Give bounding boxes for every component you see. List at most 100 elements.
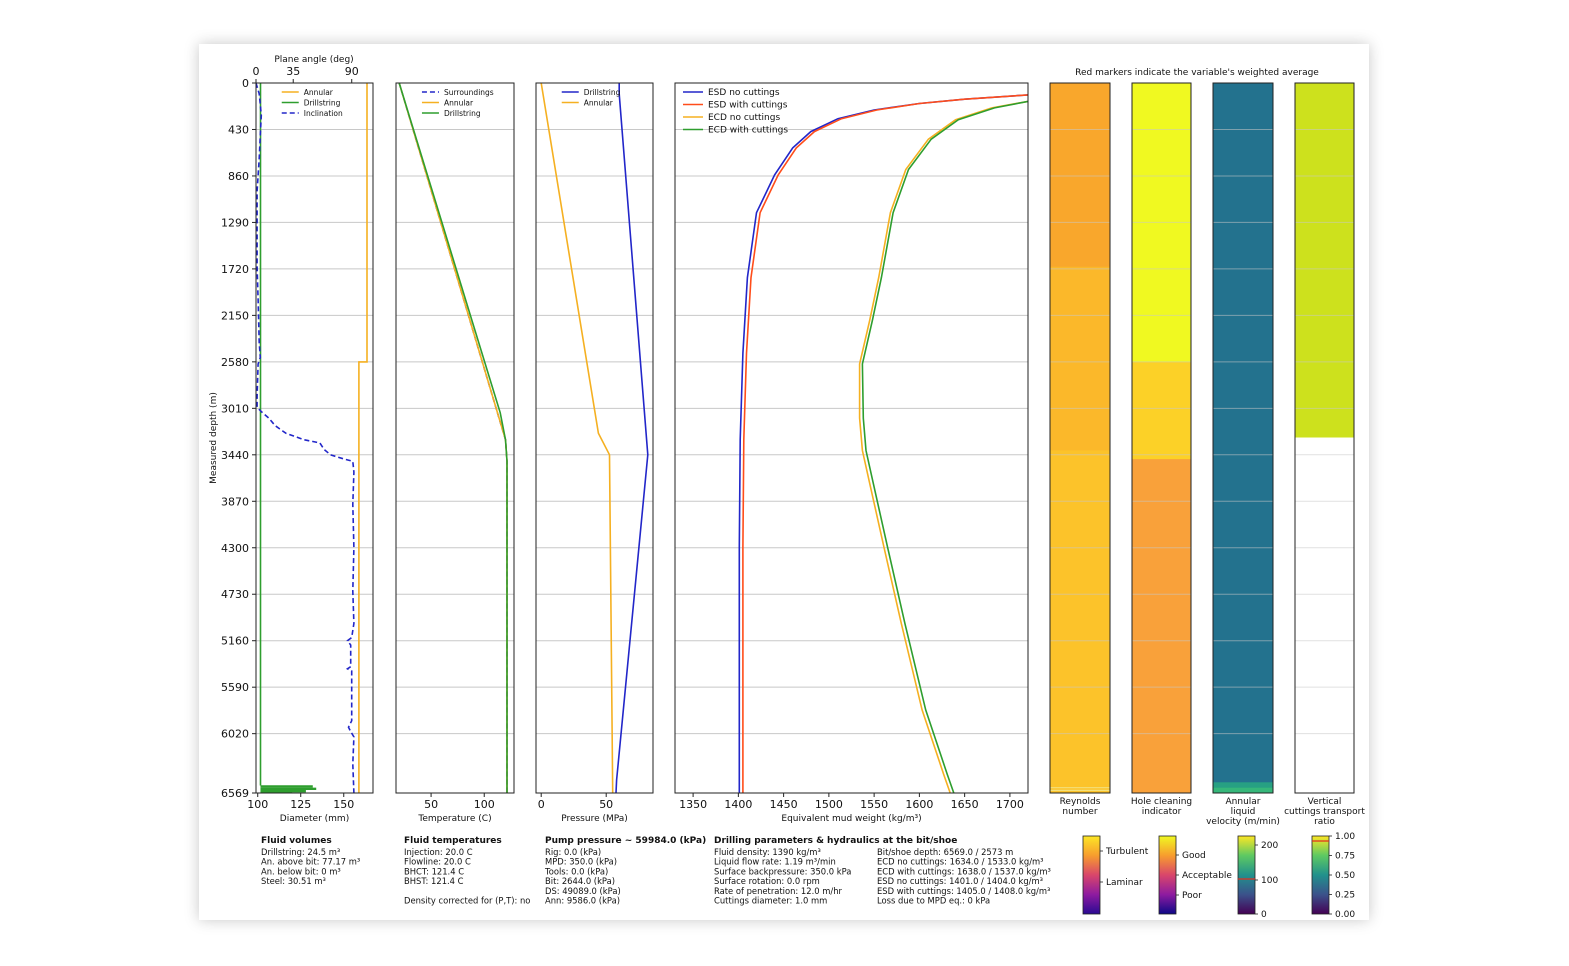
depth-tick-label: 3440: [221, 449, 249, 462]
fluid-temperatures-block-line: BHST: 121.4 C: [404, 876, 464, 886]
strip-segment: [1132, 361, 1191, 460]
strip-segment: [1050, 83, 1110, 268]
drilling-param-line: ESD no cuttings: 1401.0 / 1404.0 kg/m³: [877, 876, 1043, 886]
series-line-surroundings: [398, 83, 508, 793]
fluid-temperatures-block-line: Flowline: 20.0 C: [404, 857, 471, 867]
pressure-panel: 0 50 Pressure (MPa) Drillstring Annular: [535, 82, 654, 824]
pressure-frame: [535, 82, 654, 794]
hole-cleaning-colorbar: [1158, 835, 1177, 915]
strip-label: Reynolds number: [1060, 797, 1101, 817]
legend-label: Drillstring: [304, 99, 341, 108]
depth-tick-label: 6020: [221, 728, 249, 741]
mud-weight-panel: 1350 1400 1450 1500 1550 1600 1650 1700 Equivale…: [674, 82, 1029, 824]
drilling-param-line: ECD with cuttings: 1638.0 / 1537.0 kg/m³: [877, 866, 1051, 876]
pump-pressure-block-line: MPD: 350.0 (kPa): [545, 857, 617, 867]
mud-weight-legend: ESD no cuttings ESD with cuttings ECD no c…: [683, 88, 788, 136]
x-tick-label: 1650: [951, 798, 979, 811]
reynolds-colorbar: [1082, 835, 1101, 915]
strip-label-line: Vertical: [1308, 797, 1342, 807]
strip-label-line: indicator: [1142, 807, 1182, 817]
geometry-series-group: [256, 83, 368, 793]
fluid-temperatures-block-line: Density corrected for (P,T): no: [404, 896, 530, 906]
legend-label: ESD no cuttings: [708, 88, 780, 98]
strip-segment: [1295, 83, 1354, 439]
strip-segment: [1213, 83, 1273, 783]
transport-ratio-frame: [1294, 82, 1355, 794]
top-tick-label: 90: [345, 65, 359, 78]
weighted-average-note: Red markers indicate the variable's weig…: [1075, 68, 1319, 78]
strip-label-line: number: [1062, 807, 1097, 817]
depth-tick-label: 6569: [221, 787, 249, 800]
x-tick-label: 1500: [815, 798, 843, 811]
drilling-param-line: Surface rotation: 0.0 rpm: [714, 876, 820, 886]
x-tick-label: 1550: [860, 798, 888, 811]
fluid-volumes-block-line: Steel: 30.51 m³: [261, 876, 326, 886]
temperature-frame: [395, 82, 515, 794]
depth-tick-label: 2580: [221, 356, 249, 369]
series-line-ecd-no-cuttings: [858, 100, 1028, 793]
x-tick-label: 0: [538, 798, 545, 811]
hole-cleaning-frame: [1131, 82, 1192, 794]
colorbar-label: Acceptable: [1182, 871, 1232, 881]
series-line-annular: [358, 83, 368, 793]
drilling-param-line: Rate of penetration: 12.0 m/hr: [714, 886, 843, 896]
series-line-drillstring: [398, 83, 508, 793]
strip-segment: [1213, 787, 1273, 794]
strip-segment: [1050, 450, 1110, 794]
strip-label: Annular liquid velocity (m/min): [1206, 797, 1280, 827]
pump-pressure-block: Pump pressure ~ 59984.0 (kPa)Rig: 0.0 (k…: [544, 836, 706, 906]
colorbar-label: Good: [1182, 851, 1206, 861]
depth-tick-label: 0: [242, 77, 249, 90]
colorbar-label: 0.50: [1335, 871, 1355, 881]
strip-segment: [1213, 782, 1273, 789]
fluid-volumes-block-line: Drillstring: 24.5 m³: [261, 847, 340, 857]
colorbar-label: Turbulent: [1105, 847, 1149, 857]
x-tick-label: 1450: [770, 798, 798, 811]
reynolds-frame: [1049, 82, 1111, 794]
drilling-param-line: Bit/shoe depth: 6569.0 / 2573 m: [877, 847, 1013, 857]
depth-tick-label: 4300: [221, 542, 249, 555]
x-tick-label: 100: [247, 798, 268, 811]
x-tick-label: 125: [290, 798, 311, 811]
strip-segment: [1050, 266, 1110, 451]
legend-label: Annular: [444, 99, 474, 108]
strip-label: Vertical cuttings transport ratio: [1284, 797, 1365, 827]
drilling-block-title: Drilling parameters & hydraulics at the …: [714, 836, 957, 846]
strip-label-line: Annular: [1226, 797, 1261, 807]
strip-label-line: ratio: [1314, 817, 1335, 827]
colorbar-label: 0.25: [1335, 891, 1355, 901]
strip-label-line: liquid: [1231, 807, 1256, 817]
colorbar-label: 1.00: [1335, 832, 1355, 842]
x-tick-label: 1350: [679, 798, 707, 811]
strip-label-line: cuttings transport: [1284, 807, 1365, 817]
series-line-esd-no-cuttings: [738, 94, 1028, 793]
strip-segment: [1132, 459, 1191, 794]
pump-pressure-block-line: Ann: 9586.0 (kPa): [545, 896, 620, 906]
depth-tick-label: 3010: [221, 402, 249, 415]
reynolds-panel: Reynolds number Turbulent Laminar: [1049, 82, 1149, 915]
strip-label-line: Hole cleaning: [1131, 797, 1192, 807]
series-line-annular: [540, 83, 614, 793]
drilling-block: Drilling parameters & hydraulics at the …: [714, 836, 1051, 906]
drilling-param-line: Liquid flow rate: 1.19 m³/min: [714, 857, 836, 867]
fluid-volumes-block-title: Fluid volumes: [261, 836, 332, 846]
top-axis-label: Plane angle (deg): [274, 55, 353, 65]
mud-weight-series-group: [738, 94, 1028, 793]
pump-pressure-block-line: Rig: 0.0 (kPa): [545, 847, 601, 857]
drilling-param-line: Loss due to MPD eq.: 0 kPa: [877, 896, 990, 906]
colorbar-label: 200: [1261, 841, 1278, 851]
strip-segment: [1295, 437, 1354, 794]
depth-axis: 0 430 860 1290 1720 2150 2580 3010 3440 3870 4300 4…: [209, 77, 256, 800]
x-axis-label: Pressure (MPa): [561, 814, 628, 824]
annular-velocity-frame: [1212, 82, 1274, 794]
fluid-temperatures-block-line: Injection: 20.0 C: [404, 847, 473, 857]
fluid-volumes-block-line: An. below bit: 0 m³: [261, 866, 341, 876]
pump-pressure-block-title: Pump pressure ~ 59984.0 (kPa): [545, 836, 706, 846]
x-tick-label: 50: [599, 798, 613, 811]
colorbar-label: Laminar: [1106, 878, 1143, 888]
drilling-param-line: ESD with cuttings: 1405.0 / 1408.0 kg/m³: [877, 886, 1050, 896]
x-tick-label: 100: [474, 798, 495, 811]
transport-ratio-colorbar: [1311, 835, 1330, 915]
pressure-legend: Drillstring Annular: [561, 88, 621, 108]
